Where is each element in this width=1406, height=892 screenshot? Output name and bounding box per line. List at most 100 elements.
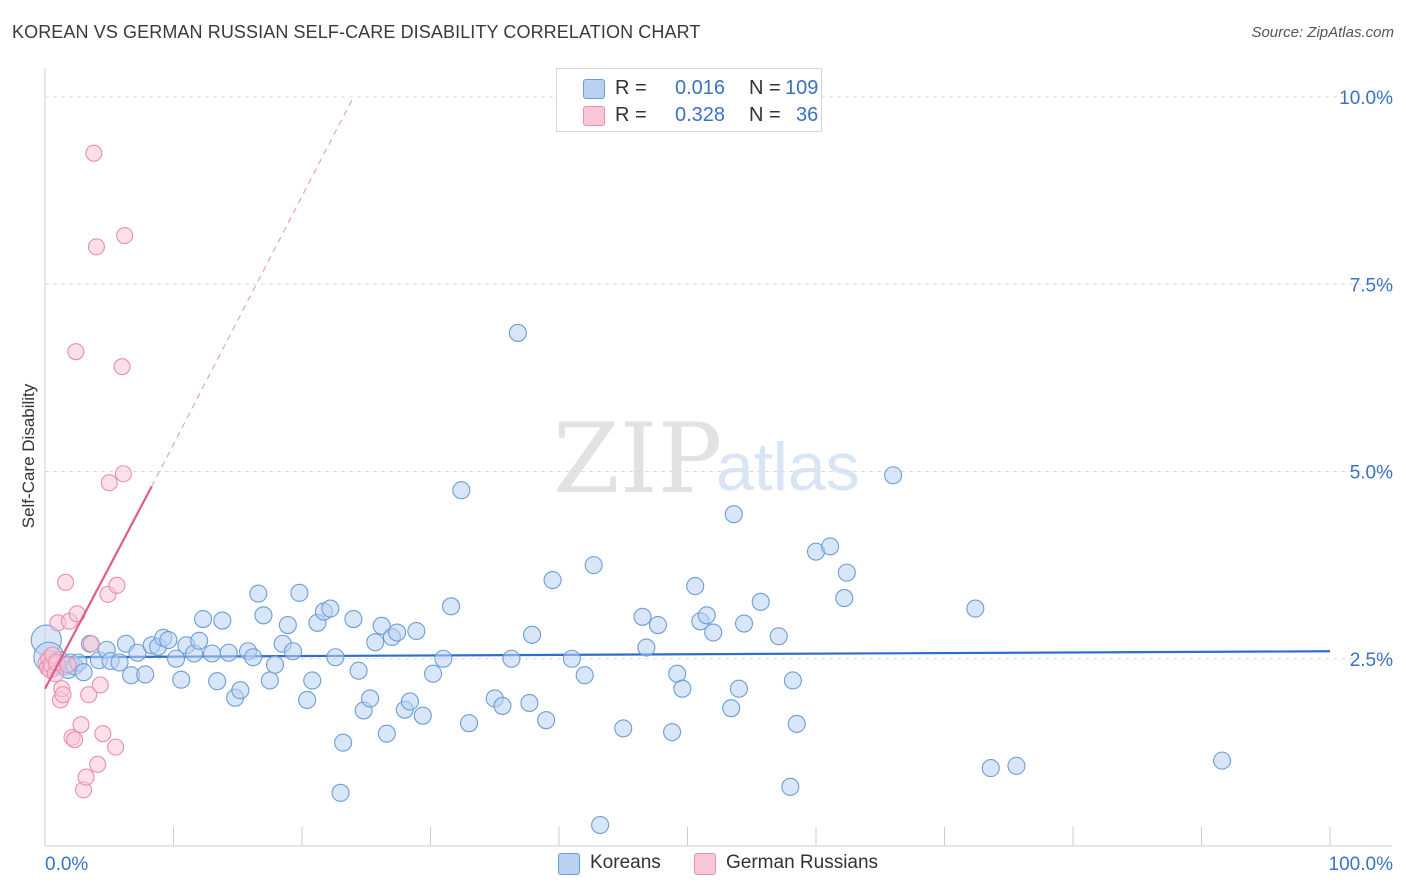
german-russians-point (66, 731, 84, 749)
german-russians-point (72, 716, 90, 734)
koreans-point (508, 323, 527, 342)
trend-lines (44, 96, 1331, 659)
koreans-point (219, 643, 238, 662)
x-tick-label-min: 0.0% (45, 854, 88, 875)
german-russians-point (87, 238, 105, 256)
koreans-r-value: 0.016 (675, 77, 726, 99)
koreans-point (543, 571, 562, 590)
tick-labels: 2.5% 5.0% 7.5% 10.0% 0.0% 100.0% (45, 88, 1393, 875)
koreans-point (254, 606, 273, 625)
koreans-point (1007, 756, 1026, 775)
german-russians-point (94, 725, 112, 743)
koreans-point (344, 610, 363, 629)
german-russians-point (91, 676, 109, 694)
koreans-point (244, 648, 263, 667)
koreans-point (686, 577, 705, 596)
koreans-point (663, 723, 682, 742)
koreans-point (633, 607, 652, 626)
n-label: N = (749, 104, 781, 126)
koreans-point (575, 666, 594, 685)
watermark-atlas: atlas (716, 429, 860, 505)
stats-legend: R = 0.016 N = 109 R = 0.328 N = 36 (556, 68, 822, 132)
koreans-points (30, 323, 1232, 835)
german-russians-point (82, 635, 100, 653)
koreans-point (303, 671, 322, 690)
german-russians-swatch (583, 106, 605, 126)
koreans-point (837, 563, 856, 582)
koreans-point (190, 631, 209, 650)
german-russians-point (67, 343, 85, 361)
koreans-point (729, 679, 748, 698)
chart-title: KOREAN VS GERMAN RUSSIAN SELF-CARE DISAB… (12, 22, 701, 42)
koreans-point (249, 584, 268, 603)
german-russians-point (85, 144, 103, 162)
koreans-point (278, 615, 297, 635)
source-credit: Source: ZipAtlas.com (1251, 24, 1394, 41)
koreans-point (734, 614, 754, 633)
german-russians-r-value: 0.328 (675, 104, 726, 126)
koreans-point (349, 661, 368, 680)
koreans-point (203, 644, 222, 663)
koreans-point (724, 505, 743, 524)
koreans-point (366, 633, 385, 652)
watermark-zip: ZIP (553, 403, 722, 515)
koreans-point (434, 649, 453, 668)
koreans-point (74, 663, 93, 682)
koreans-point (213, 611, 232, 630)
koreans-legend-label: Koreans (590, 852, 661, 873)
german-russians-point (113, 358, 131, 376)
koreans-point (637, 638, 656, 657)
koreans-point (128, 643, 147, 662)
r-label: R = (615, 77, 647, 99)
koreans-point (722, 699, 741, 718)
x-tick-label-max: 100.0% (1329, 854, 1394, 875)
koreans-point (783, 671, 802, 690)
german-russians-legend-label: German Russians (726, 852, 879, 873)
german-russians-point (80, 686, 98, 704)
german-russians-trend-line (44, 485, 153, 690)
koreans-point (787, 714, 806, 733)
koreans-point (231, 681, 250, 700)
koreans-point (502, 649, 521, 668)
koreans-point (673, 679, 692, 698)
y-tick-label: 5.0% (1350, 463, 1393, 484)
koreans-point (136, 665, 155, 684)
koreans-point (283, 642, 303, 661)
koreans-point (326, 648, 345, 667)
german-russians-trend-extension (151, 96, 354, 487)
koreans-point (424, 664, 443, 683)
koreans-point (537, 711, 556, 730)
koreans-point (751, 592, 770, 611)
koreans-point (265, 655, 285, 674)
koreans-point (334, 733, 353, 752)
grid-lines (45, 96, 1392, 660)
koreans-point (167, 649, 186, 668)
koreans-point (459, 714, 479, 733)
german-russians-point (107, 738, 125, 756)
german-russians-n-value: 36 (796, 104, 819, 126)
german-russians-point (89, 755, 107, 773)
koreans-legend-swatch (558, 853, 580, 875)
german-russians-point (77, 768, 95, 786)
axes (44, 68, 1392, 847)
y-tick-label: 2.5% (1350, 650, 1393, 671)
koreans-point (668, 664, 687, 683)
german-russians-legend-swatch (694, 853, 716, 875)
koreans-point (884, 466, 903, 485)
koreans-point (172, 670, 191, 689)
n-label: N = (749, 77, 781, 99)
y-tick-label: 7.5% (1350, 275, 1393, 296)
watermark: ZIP atlas (553, 403, 860, 515)
german-russians-points (37, 144, 153, 799)
koreans-point (388, 623, 407, 642)
koreans-point (769, 627, 788, 646)
koreans-point (704, 623, 723, 642)
koreans-point (413, 706, 432, 725)
koreans-point (591, 815, 610, 835)
koreans-point (493, 696, 512, 715)
koreans-point (372, 616, 391, 635)
koreans-n-value: 109 (785, 77, 819, 99)
koreans-swatch (583, 79, 605, 99)
koreans-point (194, 610, 213, 629)
